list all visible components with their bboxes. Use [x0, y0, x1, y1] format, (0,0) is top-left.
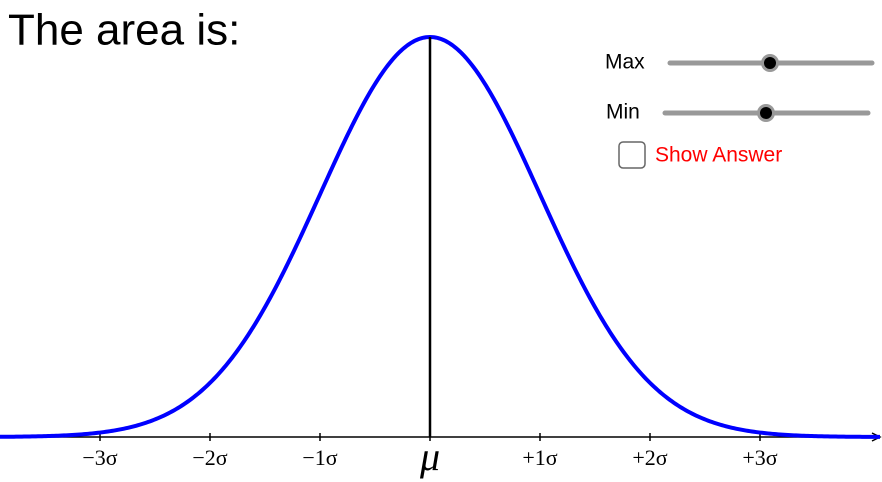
slider-knob[interactable]: [764, 57, 776, 69]
axis-arrow: [871, 432, 882, 442]
checkbox[interactable]: [618, 141, 646, 169]
slider-label: Max: [605, 51, 645, 74]
x-tick-label: +3σ: [742, 445, 777, 470]
x-tick-label: +1σ: [522, 445, 557, 470]
x-tick-label: −1σ: [302, 445, 337, 470]
normal-curve: [0, 34, 881, 439]
x-tick-label: +2σ: [632, 445, 667, 470]
tick-group: −3σ −2σ −1σ μ +1σ +2σ +3σ: [82, 433, 778, 479]
checkbox-label[interactable]: Show Answer: [655, 144, 782, 167]
slider-label: Min: [606, 101, 640, 124]
x-tick-label: −2σ: [192, 445, 227, 470]
x-tick-label: μ: [419, 434, 440, 479]
x-tick-label: −3σ: [82, 445, 117, 470]
slider-knob[interactable]: [760, 107, 772, 119]
title: The area is:: [8, 6, 240, 55]
